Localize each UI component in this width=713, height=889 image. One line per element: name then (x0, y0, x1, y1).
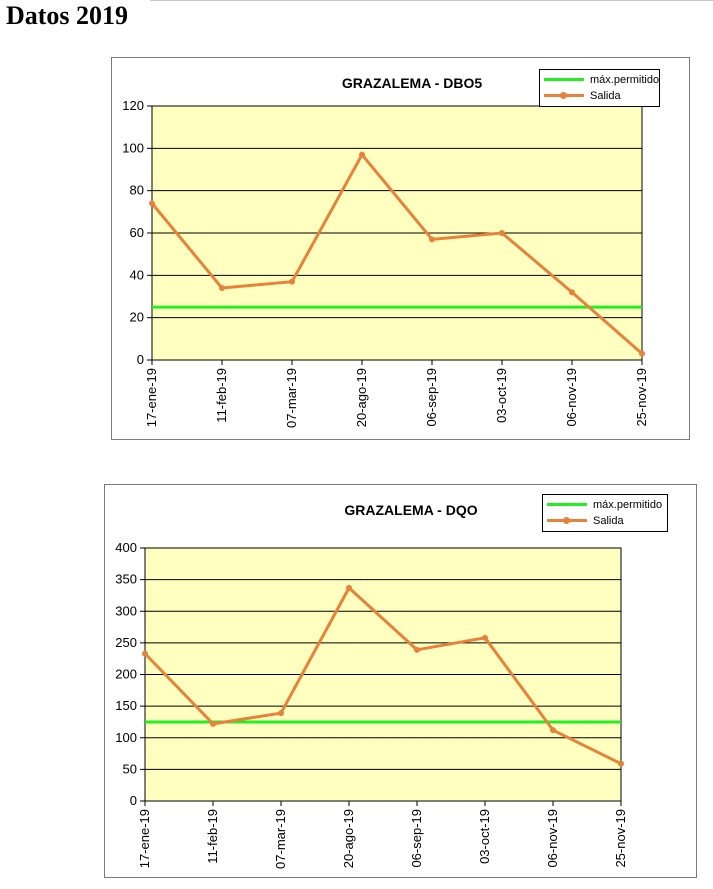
data-point (346, 584, 352, 591)
x-tick-label: 25-nov-19 (613, 809, 628, 868)
y-tick-label: 200 (115, 667, 137, 682)
y-tick-label: 250 (115, 635, 137, 650)
y-tick-label: 20 (130, 310, 144, 325)
x-tick-label: 17-ene-19 (144, 368, 159, 427)
data-point (289, 278, 295, 285)
legend: máx.permitido Salida (542, 494, 668, 532)
x-tick-label: 03-oct-19 (477, 809, 492, 864)
data-point (142, 650, 148, 657)
x-tick-label: 17-ene-19 (137, 809, 152, 868)
y-tick-label: 300 (115, 603, 137, 618)
y-tick-label: 100 (122, 140, 144, 155)
legend-item-limit: máx.permitido (544, 72, 659, 88)
x-tick-label: 06-sep-19 (424, 368, 439, 427)
y-tick-label: 40 (130, 267, 144, 282)
chart-dbo5: 0 20 40 60 80 100 120 17-ene-19 11-feb-19 07-mar-… (111, 57, 690, 440)
series-line-salida (143, 586, 622, 766)
x-tick-label: 07-mar-19 (273, 809, 288, 869)
legend-swatch-salida (544, 90, 584, 102)
legend-item-salida: Salida (547, 513, 624, 529)
x-tick-label: 06-sep-19 (409, 809, 424, 868)
legend-swatch-limit (547, 499, 587, 511)
chart-dbo5-svg: 0 20 40 60 80 100 120 17-ene-19 11-feb-19 07-mar-… (122, 98, 649, 428)
series-line-salida (150, 153, 643, 355)
data-point (149, 200, 155, 207)
data-point (499, 230, 505, 236)
x-tick-label: 11-feb-19 (205, 809, 220, 864)
data-point (210, 720, 216, 727)
top-rule (150, 0, 713, 1)
y-tick-label: 150 (115, 698, 137, 713)
y-tick-label: 0 (130, 793, 137, 808)
y-tick-label: 350 (115, 572, 137, 587)
data-point (569, 289, 575, 296)
legend-item-salida: Salida (544, 88, 621, 104)
data-point (639, 350, 645, 357)
legend-swatch-limit (544, 74, 584, 86)
x-tick-label: 07-mar-19 (284, 368, 299, 428)
y-tick-label: 100 (115, 730, 137, 745)
x-tick-label: 06-nov-19 (545, 809, 560, 868)
y-tick-label: 60 (130, 225, 144, 240)
legend-label: Salida (593, 515, 624, 527)
chart-dqo-svg: 0 50 100 150 200 250 300 350 400 17-ene-19 11-feb-… (115, 540, 628, 869)
x-tick-label: 20-ago-19 (341, 809, 356, 868)
legend-label: máx.permitido (593, 499, 663, 511)
y-tick-label: 50 (123, 761, 137, 776)
legend-label: Salida (590, 90, 621, 102)
y-tick-label: 0 (137, 352, 144, 367)
data-point (414, 646, 420, 653)
chart-title: GRAZALEMA - DQO (344, 502, 478, 518)
y-tick-label: 120 (122, 98, 144, 113)
chart-title: GRAZALEMA - DBO5 (341, 75, 483, 91)
data-point (618, 760, 624, 767)
legend: máx.permitido Salida (539, 69, 660, 107)
x-tick-label: 03-oct-19 (494, 368, 509, 423)
data-point (219, 285, 225, 292)
y-tick-label: 80 (130, 183, 144, 198)
x-tick-label: 06-nov-19 (564, 368, 579, 427)
data-point (482, 634, 488, 641)
x-tick-label: 20-ago-19 (354, 368, 369, 427)
legend-label: máx.permitido (590, 74, 660, 86)
chart-dqo: 0 50 100 150 200 250 300 350 400 17-ene-19 11-feb-… (104, 484, 697, 878)
legend-item-limit: máx.permitido (547, 497, 662, 513)
data-point (429, 236, 435, 243)
x-tick-label: 11-feb-19 (214, 368, 229, 423)
x-tick-label: 25-nov-19 (634, 368, 649, 427)
y-tick-label: 400 (115, 540, 137, 555)
data-point (359, 151, 365, 158)
data-point (278, 710, 284, 717)
data-point (550, 727, 556, 734)
legend-swatch-salida (547, 515, 587, 527)
page-title: Datos 2019 (6, 1, 129, 30)
